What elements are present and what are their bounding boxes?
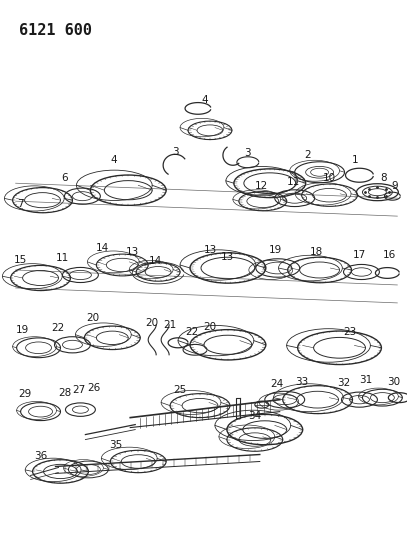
- Text: 35: 35: [109, 440, 122, 449]
- Text: 14: 14: [96, 243, 109, 253]
- Text: 18: 18: [310, 247, 323, 257]
- Text: 36: 36: [34, 450, 47, 461]
- Text: 13: 13: [203, 245, 217, 255]
- Text: 15: 15: [14, 255, 27, 265]
- Text: 16: 16: [383, 250, 396, 260]
- Text: 14: 14: [149, 256, 162, 266]
- Text: 20: 20: [146, 318, 159, 328]
- Text: 4: 4: [202, 95, 208, 106]
- Text: 6: 6: [61, 173, 68, 183]
- Text: 20: 20: [204, 322, 217, 332]
- Text: 34: 34: [248, 410, 262, 421]
- Text: 7: 7: [17, 199, 24, 209]
- Text: 8: 8: [380, 173, 387, 183]
- Text: 6121 600: 6121 600: [19, 22, 92, 38]
- Text: 13: 13: [126, 247, 139, 257]
- Text: 11: 11: [56, 253, 69, 263]
- Text: 31: 31: [359, 375, 372, 385]
- Text: 1: 1: [352, 155, 359, 165]
- Text: 4: 4: [110, 155, 117, 165]
- Text: 21: 21: [164, 320, 177, 330]
- Text: 3: 3: [172, 147, 178, 157]
- Text: 9: 9: [391, 181, 398, 191]
- Text: 10: 10: [323, 173, 336, 183]
- Text: 24: 24: [270, 378, 284, 389]
- Text: 33: 33: [295, 377, 308, 387]
- Text: 25: 25: [173, 385, 187, 394]
- Text: 20: 20: [86, 313, 99, 323]
- Text: 28: 28: [58, 387, 71, 398]
- Text: 13: 13: [221, 252, 235, 262]
- Text: 30: 30: [387, 377, 400, 387]
- Text: 17: 17: [353, 250, 366, 260]
- Text: 19: 19: [269, 245, 282, 255]
- Text: 23: 23: [343, 327, 356, 337]
- Text: 3: 3: [244, 148, 251, 158]
- Text: 26: 26: [87, 383, 100, 393]
- Text: 22: 22: [185, 327, 199, 337]
- Text: 29: 29: [18, 389, 31, 399]
- Text: 27: 27: [72, 385, 85, 394]
- Text: 32: 32: [337, 378, 350, 387]
- Text: 19: 19: [16, 325, 29, 335]
- Text: 11: 11: [287, 177, 300, 187]
- Text: 2: 2: [304, 150, 311, 160]
- Text: 22: 22: [51, 323, 64, 333]
- Text: 12: 12: [255, 181, 268, 191]
